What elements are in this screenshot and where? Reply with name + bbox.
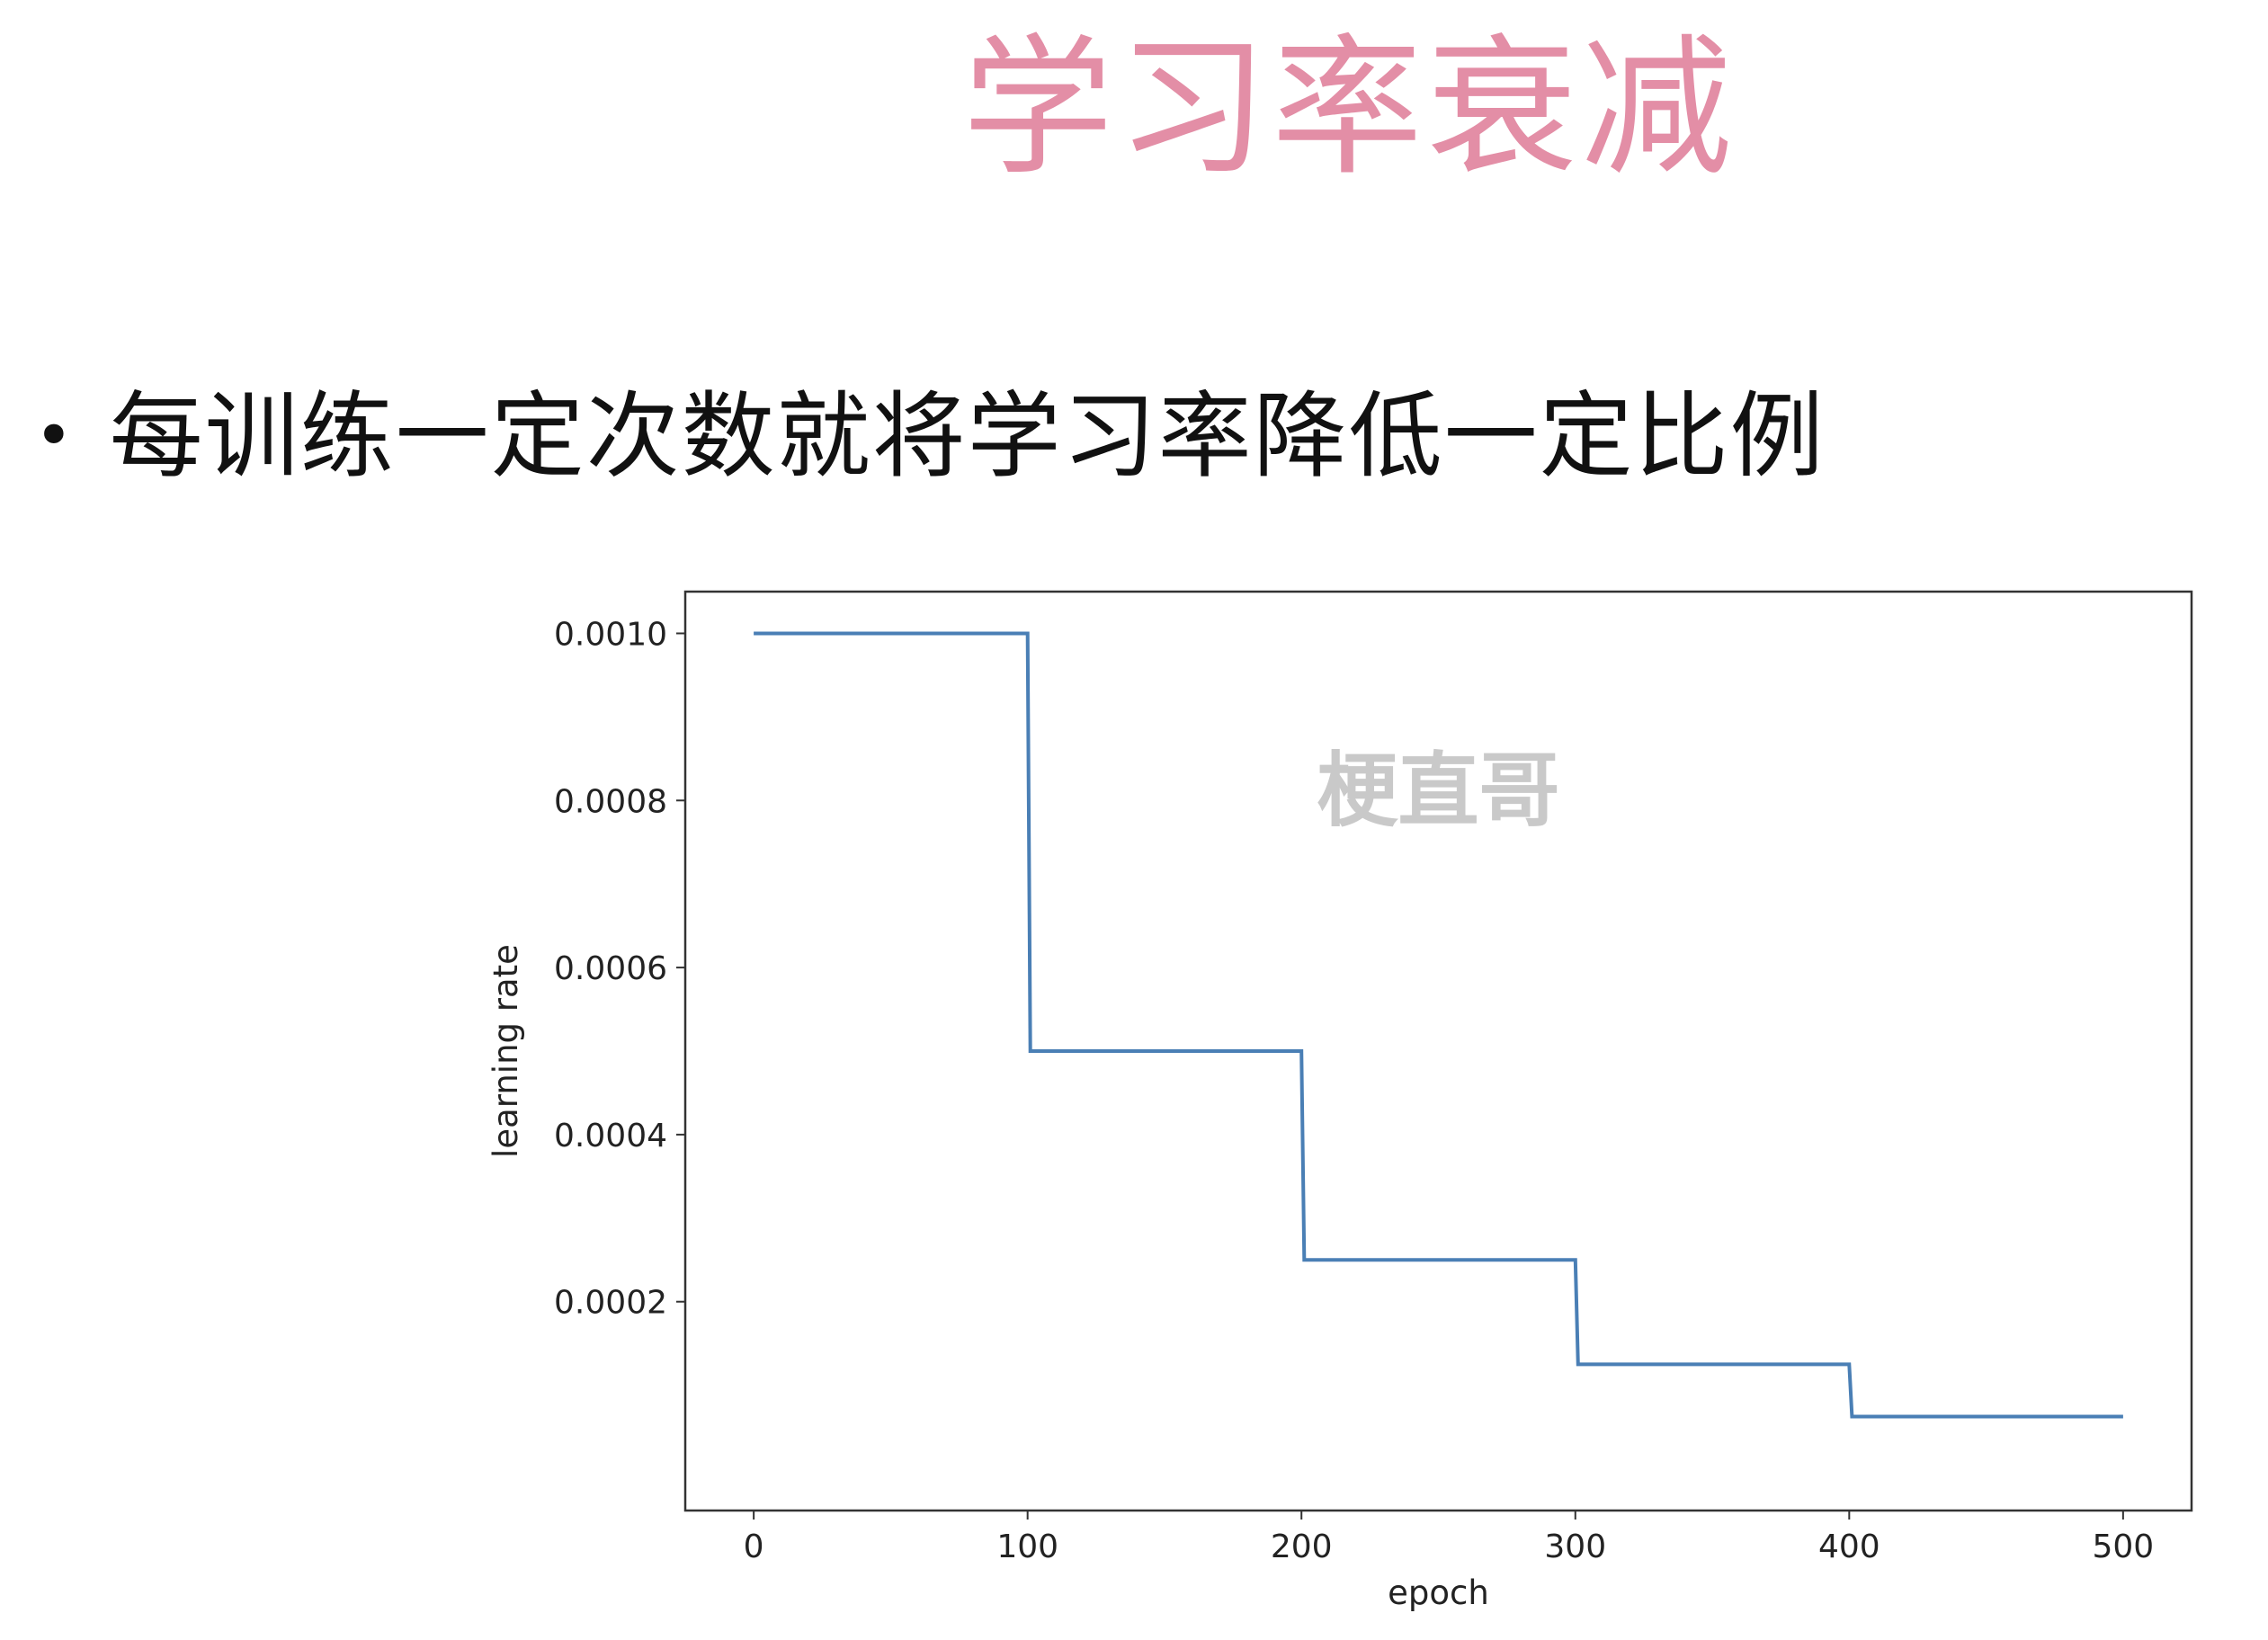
- slide-title: 学习率衰减: [962, 20, 1736, 196]
- x-tick-label: 200: [1271, 1529, 1333, 1565]
- y-axis-label: learning rate: [487, 944, 525, 1158]
- x-tick-label: 0: [744, 1529, 764, 1565]
- plot-frame: [683, 590, 2193, 1512]
- x-axis-label: epoch: [1388, 1573, 1489, 1612]
- bullet-dot-icon: •: [34, 397, 74, 475]
- bullet-text: 每训练一定次数就将学习率降低一定比例: [109, 381, 1826, 491]
- x-tick-label: 500: [2093, 1529, 2155, 1565]
- x-axis-ticks: 0 100 200 300 400 500: [744, 1511, 2155, 1565]
- y-axis-ticks: 0.0002 0.0004 0.0006 0.0008 0.0010: [554, 616, 685, 1322]
- y-tick-label: 0.0008: [554, 783, 667, 820]
- x-tick-label: 300: [1544, 1529, 1606, 1565]
- bullet-item: • 每训练一定次数就将学习率降低一定比例: [34, 378, 1826, 495]
- y-tick-label: 0.0004: [554, 1118, 667, 1154]
- y-tick-label: 0.0010: [554, 616, 667, 653]
- x-tick-label: 400: [1818, 1529, 1880, 1565]
- y-tick-label: 0.0002: [554, 1285, 667, 1322]
- y-tick-label: 0.0006: [554, 950, 667, 987]
- watermark: 梗直哥: [1317, 744, 1560, 838]
- x-tick-label: 100: [996, 1529, 1058, 1565]
- lr-series-line: [754, 631, 2123, 1419]
